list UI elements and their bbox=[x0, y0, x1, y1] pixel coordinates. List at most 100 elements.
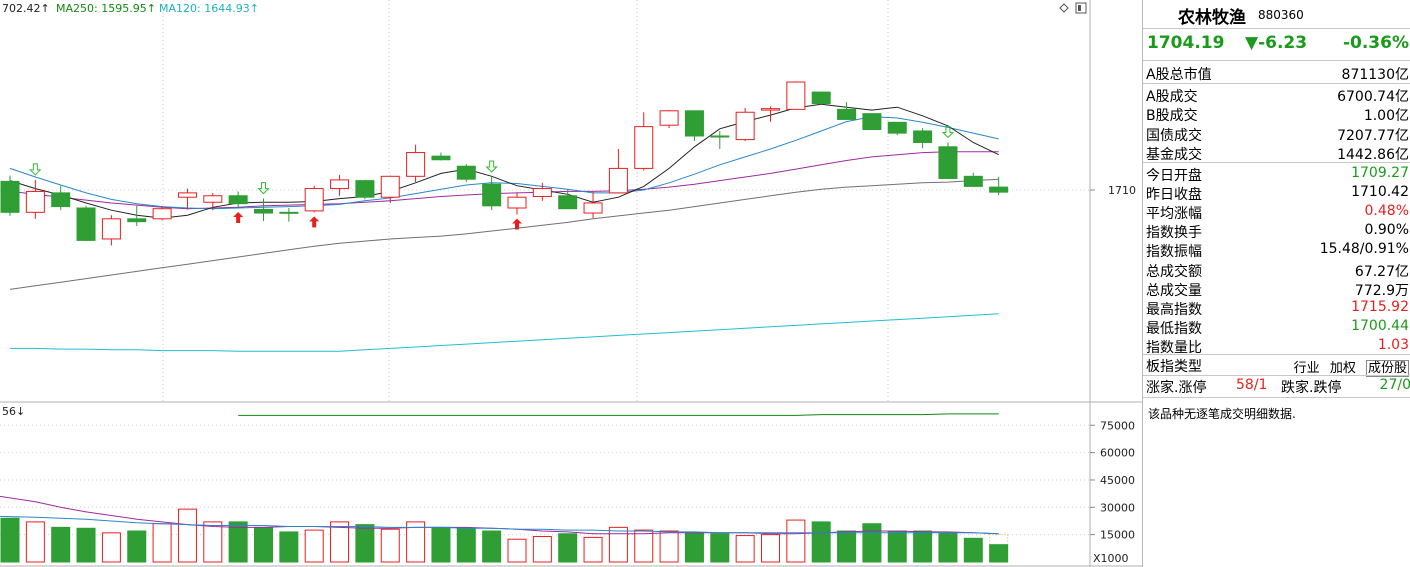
volume-tick-label: 75000 bbox=[1100, 419, 1135, 432]
volume-bar bbox=[406, 521, 426, 563]
separator bbox=[1143, 354, 1410, 355]
candle bbox=[355, 179, 375, 200]
turnover-value: 7207.77亿 bbox=[1337, 127, 1409, 144]
volume-bar bbox=[634, 529, 654, 563]
volume-bar bbox=[710, 533, 730, 563]
volume-bar bbox=[203, 521, 223, 563]
stat-value: 67.27亿 bbox=[1354, 263, 1409, 280]
stat-value: 0.48% bbox=[1364, 203, 1409, 220]
stat-label: 总成交额 bbox=[1146, 263, 1202, 280]
breadth-row: 涨家.涨停 58/1 跌家.跌停 27/0 bbox=[1143, 376, 1410, 396]
type-label: 板指类型 bbox=[1146, 359, 1202, 375]
volume-bar bbox=[330, 521, 350, 563]
candle-body bbox=[380, 175, 400, 198]
ma250-legend: MA250: 1595.95↑ bbox=[56, 2, 156, 15]
candle bbox=[507, 192, 527, 215]
volume-bar bbox=[684, 532, 704, 563]
volume-bar bbox=[963, 537, 983, 563]
candle-body bbox=[507, 196, 527, 209]
volume-bar bbox=[532, 535, 552, 563]
down-value: 27/0 bbox=[1379, 377, 1410, 393]
volume-tick-label: 30000 bbox=[1100, 501, 1135, 514]
volume-tick-label: 15000 bbox=[1100, 529, 1135, 542]
tab-constituents[interactable]: 成份股 bbox=[1365, 360, 1409, 377]
candle-body bbox=[963, 175, 983, 187]
volume-bar bbox=[811, 521, 831, 563]
price-change-pct: -0.36% bbox=[1342, 33, 1409, 53]
volume-bar bbox=[761, 534, 780, 563]
ma5-line bbox=[9, 103, 999, 219]
down-arrow-icon bbox=[941, 125, 955, 139]
candle-body bbox=[862, 113, 882, 131]
stat-label: 指数振幅 bbox=[1146, 244, 1202, 261]
turnover-row: 国债成交 7207.77亿 bbox=[1143, 124, 1410, 144]
separator bbox=[1143, 397, 1410, 398]
candle bbox=[456, 164, 476, 183]
stat-value: 1709.27 bbox=[1351, 165, 1409, 181]
candle-body bbox=[684, 110, 704, 137]
stat-value: 1710.42 bbox=[1351, 184, 1409, 201]
stat-label: 最低指数 bbox=[1146, 320, 1202, 337]
volume-bar bbox=[989, 544, 1009, 563]
candle bbox=[127, 205, 147, 226]
volume-bar bbox=[887, 530, 907, 563]
candle-body bbox=[228, 195, 248, 205]
stat-label: 平均涨幅 bbox=[1146, 206, 1202, 223]
market-cap-label: A股总市值 bbox=[1146, 67, 1212, 83]
quote-panel: 农林牧渔 880360 1704.19 ▼-6.23 -0.36% A股总市值 … bbox=[1142, 0, 1410, 567]
tab-weighted[interactable]: 加权 bbox=[1329, 361, 1356, 376]
volume-bar bbox=[76, 527, 96, 563]
candle-body bbox=[938, 146, 958, 179]
candle bbox=[152, 205, 172, 221]
candle-body bbox=[101, 218, 121, 240]
candle-body bbox=[127, 218, 147, 223]
volume-bar bbox=[0, 517, 20, 563]
volume-bar bbox=[456, 527, 476, 563]
last-price: 1704.19 bbox=[1147, 33, 1225, 53]
candle-body bbox=[786, 81, 806, 110]
candle-body bbox=[811, 91, 831, 105]
turnover-label: B股成交 bbox=[1146, 108, 1198, 125]
candle bbox=[279, 208, 299, 222]
window-icon[interactable] bbox=[1075, 2, 1087, 14]
candle bbox=[51, 185, 71, 211]
candle bbox=[989, 177, 1009, 196]
diamond-icon[interactable] bbox=[1059, 3, 1069, 13]
ma60-line bbox=[9, 178, 999, 290]
candle-body bbox=[330, 179, 350, 190]
ma250-line bbox=[238, 413, 999, 416]
candle bbox=[76, 205, 96, 242]
volume-bar bbox=[482, 530, 502, 563]
kline-chart[interactable]: 1710 75000 60000 45000 30000 15000 702.42↑ M… bbox=[0, 0, 1142, 567]
tab-industry[interactable]: 行业 bbox=[1293, 361, 1320, 376]
volume-bar bbox=[101, 532, 121, 563]
stat-row: 指数换手 0.90% bbox=[1143, 221, 1410, 242]
candle-body bbox=[761, 108, 780, 111]
stat-value: 1.03 bbox=[1377, 336, 1409, 353]
candle-body bbox=[583, 202, 603, 214]
candle bbox=[101, 215, 121, 246]
volume-tick-label: 60000 bbox=[1100, 447, 1135, 460]
stat-value: 1715.92 bbox=[1351, 298, 1409, 315]
candle bbox=[532, 182, 552, 201]
candle-body bbox=[152, 208, 172, 220]
turnover-label: 基金成交 bbox=[1146, 146, 1202, 163]
stat-label: 指数换手 bbox=[1146, 225, 1202, 242]
volume-bar bbox=[938, 532, 958, 563]
volume-bar bbox=[228, 521, 248, 563]
volume-bar bbox=[431, 526, 451, 563]
type-tabs: 行业 加权 成份股 bbox=[1288, 357, 1409, 377]
candle bbox=[634, 112, 654, 171]
candle-body bbox=[406, 152, 426, 177]
candle-body bbox=[659, 110, 679, 126]
candle-body bbox=[558, 195, 578, 210]
candle-body bbox=[76, 207, 96, 241]
up-arrow-icon bbox=[233, 212, 244, 223]
turnover-row: B股成交 1.00亿 bbox=[1143, 104, 1410, 125]
candle bbox=[659, 110, 679, 129]
volume-bar bbox=[786, 519, 806, 563]
candle-body bbox=[456, 165, 476, 180]
candles bbox=[0, 81, 1009, 246]
up-value: 58/1 bbox=[1236, 377, 1268, 393]
candle bbox=[482, 177, 502, 211]
